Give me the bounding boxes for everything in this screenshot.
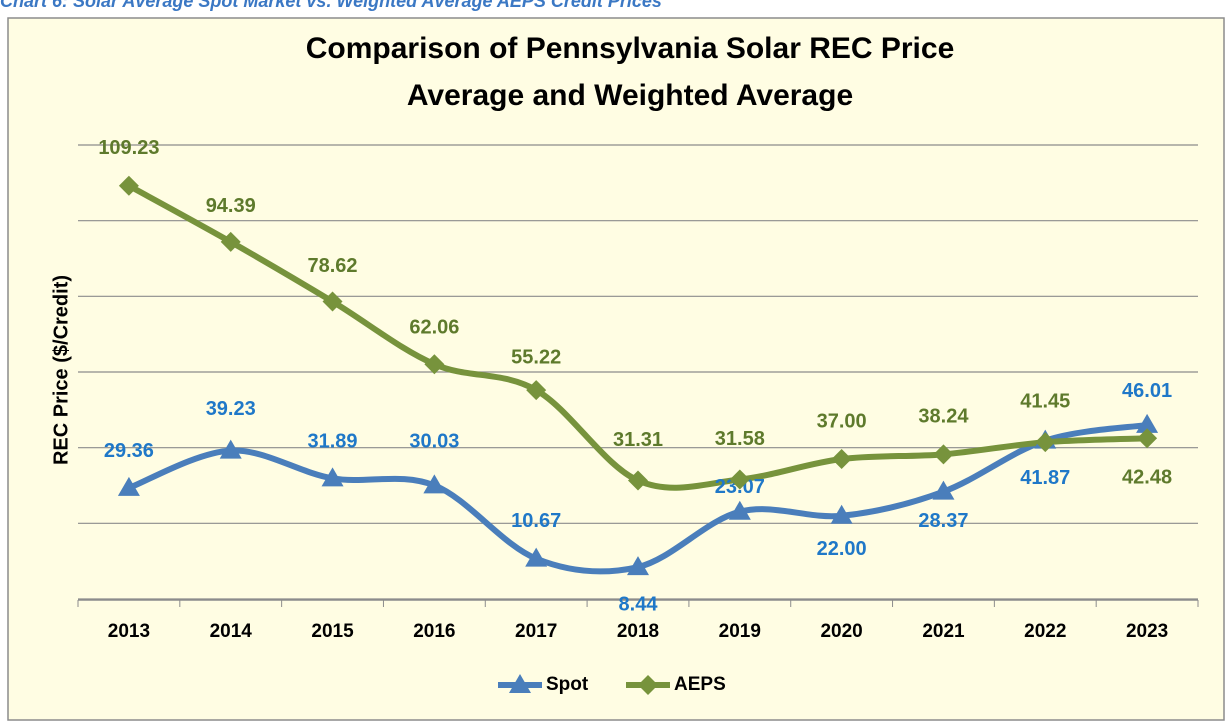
data-label: 31.31 — [613, 429, 663, 451]
chart-frame — [7, 17, 1225, 721]
x-tick-label: 2022 — [1024, 621, 1066, 642]
marker — [509, 674, 531, 693]
marker — [118, 175, 139, 196]
marker — [525, 547, 548, 567]
data-label: 46.01 — [1122, 380, 1172, 402]
x-tick-label: 2016 — [413, 621, 455, 642]
marker — [526, 380, 547, 401]
data-label: 30.03 — [409, 431, 459, 453]
x-tick-label: 2013 — [108, 621, 150, 642]
data-label: 109.23 — [98, 137, 159, 159]
marker — [220, 231, 241, 252]
caption: Chart 6: Solar Average Spot Market vs. W… — [0, 0, 662, 11]
marker — [932, 480, 955, 500]
legend-label: Spot — [546, 674, 589, 695]
marker — [423, 474, 446, 494]
data-label: 10.67 — [511, 510, 561, 532]
marker — [628, 470, 648, 491]
data-label: 41.87 — [1020, 467, 1070, 489]
x-tick-label: 2015 — [311, 621, 354, 642]
legend-label: AEPS — [674, 674, 726, 695]
marker — [933, 444, 954, 465]
data-label: 94.39 — [206, 195, 256, 217]
data-label: 29.36 — [104, 440, 154, 462]
data-label: 38.24 — [918, 406, 969, 428]
data-label: 31.58 — [715, 428, 765, 450]
x-tick-label: 2021 — [922, 621, 965, 642]
data-label: 41.45 — [1020, 390, 1070, 412]
data-label: 55.22 — [511, 346, 561, 368]
data-label: 37.00 — [817, 410, 867, 432]
marker — [321, 467, 344, 487]
marker — [117, 476, 140, 496]
marker — [830, 504, 853, 524]
x-tick-label: 2014 — [210, 621, 253, 642]
marker — [1137, 428, 1158, 449]
y-axis-label: REC Price ($/Credit) — [50, 275, 72, 465]
data-label: 22.00 — [817, 538, 867, 560]
marker — [424, 354, 445, 375]
chart-title: Comparison of Pennsylvania Solar REC Pri… — [306, 32, 955, 65]
marker — [627, 556, 649, 576]
marker — [728, 500, 751, 520]
chart-title: Average and Weighted Average — [407, 79, 853, 112]
marker — [1035, 432, 1056, 453]
x-tick-label: 2018 — [617, 621, 659, 642]
marker — [322, 291, 343, 312]
marker — [729, 469, 750, 490]
x-tick-label: 2020 — [820, 621, 862, 642]
marker — [638, 675, 658, 695]
marker — [831, 449, 852, 470]
marker — [219, 439, 242, 459]
data-label: 42.48 — [1122, 467, 1172, 489]
x-tick-label: 2019 — [719, 621, 761, 642]
data-label: 78.62 — [308, 255, 358, 277]
x-tick-label: 2017 — [515, 621, 557, 642]
x-tick-label: 2023 — [1126, 621, 1168, 642]
data-label: 31.89 — [308, 431, 358, 453]
data-label: 28.37 — [918, 510, 968, 532]
data-label: 8.44 — [619, 593, 659, 615]
data-label: 39.23 — [206, 398, 256, 420]
marker — [1136, 413, 1159, 433]
data-label: 62.06 — [409, 316, 459, 338]
